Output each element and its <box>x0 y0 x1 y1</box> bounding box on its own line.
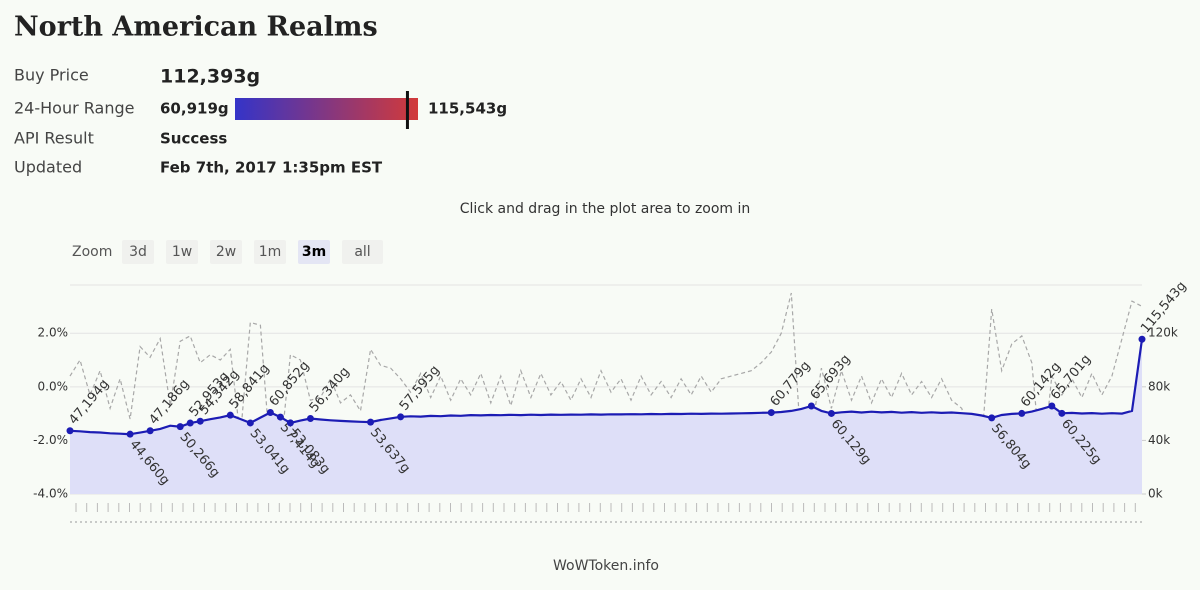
subtitle: Click and drag in the plot area to zoom … <box>460 201 751 217</box>
point <box>246 419 254 427</box>
data-label: 60,852g <box>267 358 313 409</box>
point <box>186 419 194 427</box>
zoom-button[interactable] <box>342 240 383 264</box>
point <box>226 411 234 419</box>
row-label: API Result <box>14 129 94 148</box>
y2-tick-label: 40k <box>1148 433 1170 447</box>
zoom-button[interactable] <box>166 240 198 264</box>
data-label: 60,779g <box>768 359 814 410</box>
point <box>1018 409 1026 417</box>
point <box>276 413 284 421</box>
title: North American Realms <box>14 12 378 43</box>
point <box>196 417 204 425</box>
zoom-button-label[interactable]: 3d <box>129 244 147 260</box>
zoom-button[interactable] <box>122 240 154 264</box>
area <box>70 339 1142 494</box>
point <box>1058 409 1066 417</box>
point <box>176 423 184 431</box>
y-tick-label: -4.0% <box>33 487 68 501</box>
zoom-button-label[interactable]: 1w <box>172 244 192 260</box>
credits: WoWToken.info <box>553 558 659 574</box>
range-bar <box>235 98 418 120</box>
point <box>807 402 815 410</box>
row-label: 24-Hour Range <box>14 99 134 118</box>
y2-tick-label: 120k <box>1148 326 1178 340</box>
buy-price: 112,393g <box>160 66 260 88</box>
point <box>146 427 154 435</box>
y-tick-label: 0.0% <box>38 379 69 393</box>
api-result: Success <box>160 130 227 148</box>
y2-tick-label: 0k <box>1148 487 1163 501</box>
point <box>66 427 74 435</box>
y2-tick-label: 80k <box>1148 379 1170 393</box>
zoom-label: Zoom <box>72 244 112 260</box>
point <box>367 418 375 426</box>
zoom-button[interactable] <box>298 240 330 264</box>
point <box>266 408 274 416</box>
y-tick-label: -2.0% <box>33 433 68 447</box>
row-label: Buy Price <box>14 66 89 85</box>
point <box>988 414 996 422</box>
zoom-button-label[interactable]: 1m <box>259 244 282 260</box>
point <box>306 415 314 423</box>
data-label: 47,186g <box>146 377 192 428</box>
row-label: Updated <box>14 158 82 177</box>
point <box>767 409 775 417</box>
data-label: 57,595g <box>397 363 443 414</box>
data-label: 56,340g <box>307 365 353 416</box>
point <box>286 419 294 427</box>
zoom-button[interactable] <box>210 240 242 264</box>
range-low: 60,919g <box>160 100 229 118</box>
point <box>827 409 835 417</box>
zoom-button-label[interactable]: 2w <box>216 244 236 260</box>
y-tick-label: 2.0% <box>38 326 69 340</box>
updated: Feb 7th, 2017 1:35pm EST <box>160 159 383 177</box>
zoom-button-label[interactable]: 3m <box>302 244 326 260</box>
point <box>397 413 405 421</box>
range-high: 115,543g <box>428 100 507 118</box>
point <box>1048 402 1056 410</box>
point <box>1138 335 1146 343</box>
zoom-button[interactable] <box>254 240 286 264</box>
point <box>126 430 134 438</box>
data-label: 65,693g <box>808 352 854 403</box>
data-label: 47,194g <box>66 377 112 428</box>
zoom-button-label[interactable]: all <box>354 244 370 260</box>
